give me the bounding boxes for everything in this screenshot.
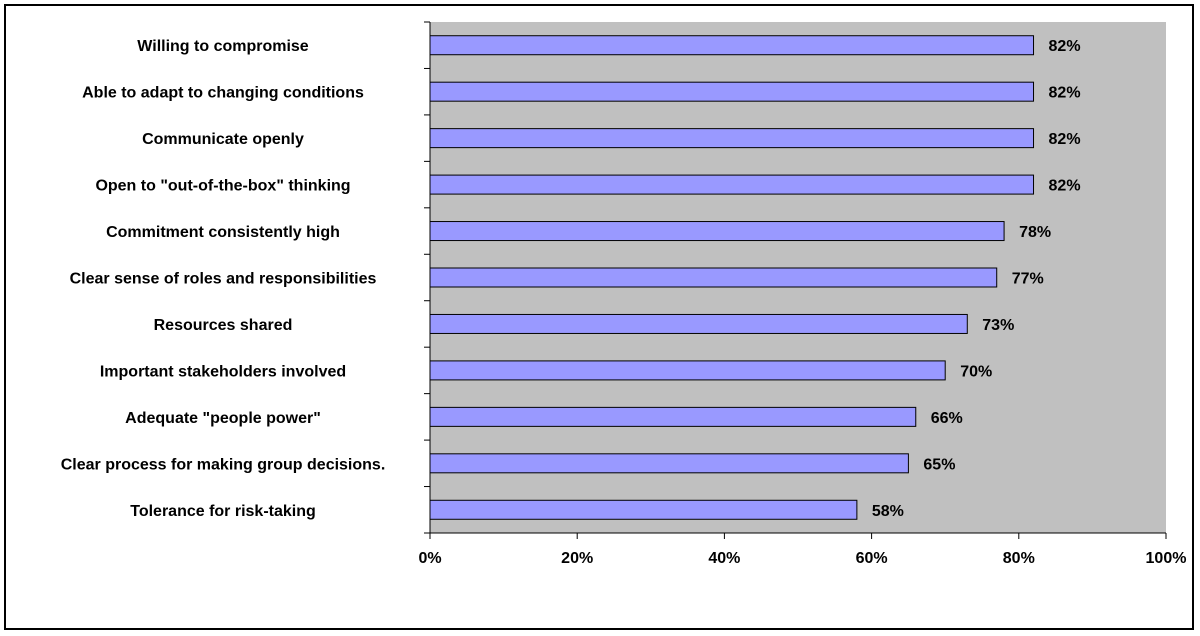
data-label-8: 70%: [960, 363, 992, 380]
bar-6: [429, 267, 998, 288]
bar-2: [429, 81, 1035, 102]
bar-7: [429, 313, 968, 334]
x-tick-label-0: 0%: [418, 550, 441, 567]
x-tick-labels: 0% 20% 40% 60% 80% 100%: [418, 550, 1186, 567]
category-label-1: Willing to compromise: [137, 38, 309, 55]
data-label-6: 77%: [1012, 271, 1044, 288]
data-label-3: 82%: [1049, 131, 1081, 148]
category-label-9: Adequate "people power": [125, 410, 321, 427]
bar-5: [429, 221, 1005, 242]
bar-3: [429, 128, 1035, 149]
category-labels: Willing to compromise Able to adapt to ch…: [61, 38, 386, 520]
data-label-10: 65%: [923, 456, 955, 473]
axis-layer: [424, 21, 1167, 539]
data-label-9: 66%: [931, 410, 963, 427]
data-label-7: 73%: [982, 317, 1014, 334]
category-label-7: Resources shared: [154, 317, 293, 334]
bar-8: [429, 360, 946, 381]
category-label-8: Important stakeholders involved: [100, 363, 346, 380]
x-tick-label-5: 100%: [1146, 550, 1187, 567]
bar-9: [429, 406, 917, 427]
data-label-2: 82%: [1049, 85, 1081, 102]
data-label-1: 82%: [1049, 38, 1081, 55]
category-label-11: Tolerance for risk-taking: [130, 503, 316, 520]
chart-frame: Willing to compromise Able to adapt to ch…: [4, 4, 1194, 630]
category-label-10: Clear process for making group decisions…: [61, 456, 386, 473]
data-label-4: 82%: [1049, 178, 1081, 195]
category-label-4: Open to "out-of-the-box" thinking: [95, 178, 350, 195]
category-label-5: Commitment consistently high: [106, 224, 340, 241]
category-label-2: Able to adapt to changing conditions: [82, 85, 364, 102]
data-label-11: 58%: [872, 503, 904, 520]
x-tick-label-2: 40%: [708, 550, 740, 567]
x-tick-label-1: 20%: [561, 550, 593, 567]
bar-chart: Willing to compromise Able to adapt to ch…: [61, 21, 1186, 567]
bar-1: [429, 35, 1035, 56]
x-tick-label-4: 80%: [1003, 550, 1035, 567]
x-tick-label-3: 60%: [856, 550, 888, 567]
bar-11: [429, 499, 858, 520]
bar-10: [429, 453, 909, 474]
category-label-6: Clear sense of roles and responsibilitie…: [70, 271, 377, 288]
bar-4: [429, 174, 1035, 195]
data-labels: 82% 82% 82% 82% 78% 77% 73% 70% 66% 65% 58%: [872, 38, 1081, 520]
category-label-3: Communicate openly: [142, 131, 304, 148]
data-label-5: 78%: [1019, 224, 1051, 241]
